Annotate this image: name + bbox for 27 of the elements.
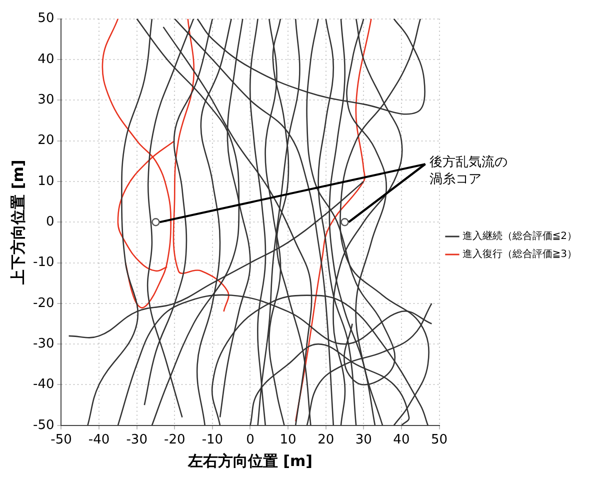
y-tick-label: 10 xyxy=(38,174,54,189)
x-tick-label: -50 xyxy=(50,432,72,448)
x-tick-label: 50 xyxy=(430,432,448,448)
legend-label: 進入継続（総合評価≦2） xyxy=(462,230,577,242)
x-tick-label: -10 xyxy=(202,432,224,448)
annotation: 後方乱気流の渦糸コア xyxy=(429,154,508,187)
y-axis-title: 上下方向位置 [m] xyxy=(8,160,27,286)
y-tick-label: 50 xyxy=(38,11,54,26)
y-tick-label: -40 xyxy=(33,377,54,392)
x-tick-label: 40 xyxy=(393,432,410,448)
y-tick-label: 0 xyxy=(46,214,54,230)
y-tick-label: -10 xyxy=(33,255,54,270)
y-tick-label: 30 xyxy=(38,92,54,108)
x-tick-label: -20 xyxy=(164,432,186,448)
legend-label: 進入復行（総合評価≧3） xyxy=(462,248,577,260)
x-tick-label: 30 xyxy=(355,432,372,448)
x-tick-label: 20 xyxy=(318,432,334,448)
y-tick-label: -50 xyxy=(33,418,54,433)
y-tick-label: 20 xyxy=(38,133,54,148)
x-tick-label: 10 xyxy=(280,432,296,448)
y-tick-label: -30 xyxy=(33,336,54,352)
x-tick-label: -40 xyxy=(88,432,110,448)
x-axis-title: 左右方向位置 [m] xyxy=(186,452,313,470)
y-tick-label: 40 xyxy=(38,52,54,67)
x-tick-label: 0 xyxy=(246,432,254,448)
y-tick-label: -20 xyxy=(33,296,54,311)
x-tick-label: -30 xyxy=(126,432,148,448)
